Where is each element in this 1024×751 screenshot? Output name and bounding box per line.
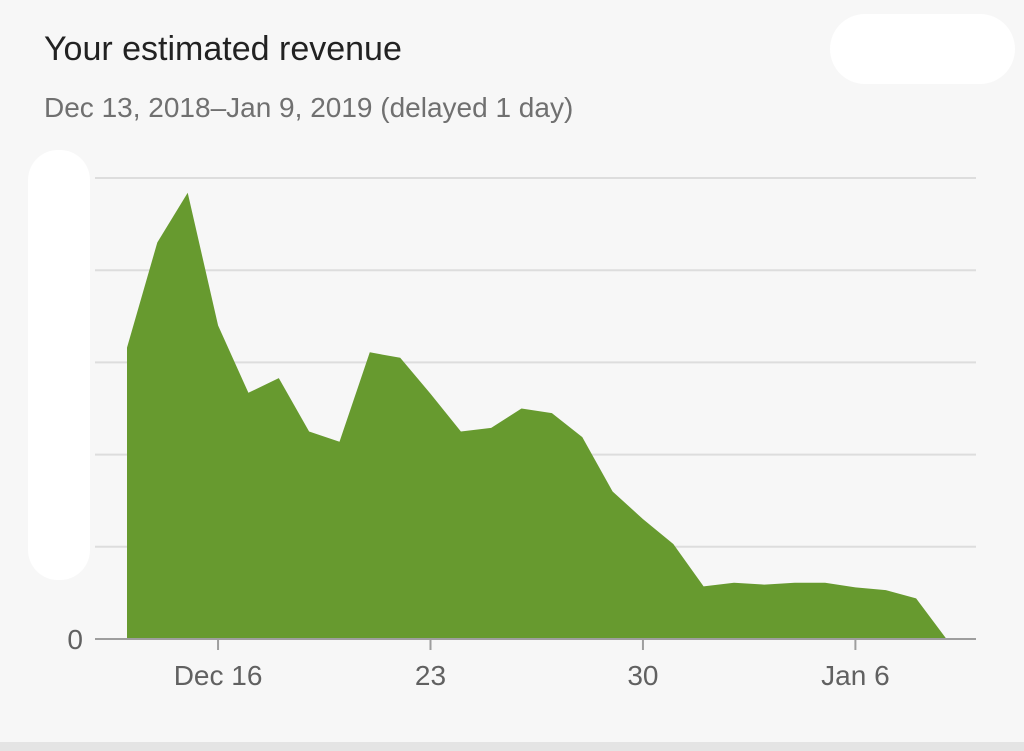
area-series (127, 192, 947, 640)
x-tick-label: 23 (415, 660, 446, 691)
redaction-mark-left (28, 150, 90, 580)
revenue-area (127, 192, 947, 640)
x-axis (95, 638, 976, 650)
y-axis-labels: 0 (67, 624, 83, 655)
chart-title: Your estimated revenue (44, 30, 402, 68)
date-range-subtitle: Dec 13, 2018–Jan 9, 2019 (delayed 1 day) (44, 92, 574, 123)
x-tick-label: Jan 6 (821, 660, 890, 691)
redaction-mark-top (830, 14, 1015, 84)
x-tick-label: Dec 16 (174, 660, 263, 691)
card-bottom-edge (0, 742, 1024, 751)
y-tick-label: 0 (67, 624, 83, 655)
x-axis-labels: Dec 16 23 30 Jan 6 (174, 660, 890, 691)
x-tick-label: 30 (627, 660, 658, 691)
